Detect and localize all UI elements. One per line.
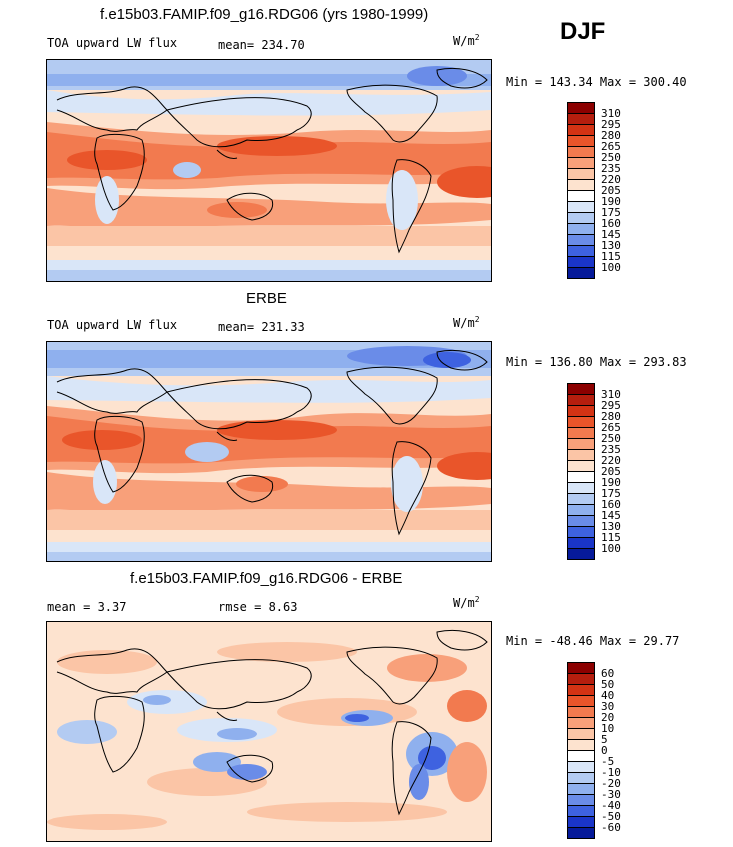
colorbar-tick-label: -40 bbox=[601, 799, 621, 812]
colorbar-tick-label: 175 bbox=[601, 206, 621, 219]
colorbar-tick-label: 235 bbox=[601, 162, 621, 175]
panel-3-minmax: Min = -48.46 Max = 29.77 bbox=[506, 634, 680, 648]
colorbar-tick-label: 265 bbox=[601, 421, 621, 434]
panel-2-minmax: Min = 136.80 Max = 293.83 bbox=[506, 355, 687, 369]
panel-1-map-field bbox=[47, 60, 491, 281]
colorbar-tick-label: 160 bbox=[601, 498, 621, 511]
colorbar-tick-label: 310 bbox=[601, 388, 621, 401]
colorbar-tick-label: -20 bbox=[601, 777, 621, 790]
colorbar-tick-label: 310 bbox=[601, 107, 621, 120]
panel-1-units: W/m2 bbox=[453, 33, 480, 48]
colorbar-tick-label: 60 bbox=[601, 667, 615, 680]
colorbar-tick-label: -50 bbox=[601, 810, 621, 823]
colorbar-tick-label: 115 bbox=[601, 531, 621, 544]
colorbar-swatch bbox=[567, 827, 595, 839]
colorbar-tick-label: 205 bbox=[601, 184, 621, 197]
colorbar-tick-label: 190 bbox=[601, 195, 621, 208]
colorbar-tick-label: 280 bbox=[601, 410, 621, 423]
colorbar-swatch bbox=[567, 267, 595, 279]
panel-2-map-field bbox=[47, 342, 491, 561]
colorbar-tick-label: 10 bbox=[601, 722, 615, 735]
colorbar-tick-label: 190 bbox=[601, 476, 621, 489]
colorbar-tick-label: 100 bbox=[601, 542, 621, 555]
colorbar-tick-label: 280 bbox=[601, 129, 621, 142]
colorbar-tick-label: -5 bbox=[601, 755, 615, 768]
panel-2-map bbox=[46, 341, 492, 562]
colorbar-tick-label: 100 bbox=[601, 261, 621, 274]
panel-3-map-field bbox=[47, 622, 491, 841]
colorbar-tick-label: 175 bbox=[601, 487, 621, 500]
colorbar-tick-label: 265 bbox=[601, 140, 621, 153]
colorbar-tick-label: 250 bbox=[601, 432, 621, 445]
colorbar-tick-label: 295 bbox=[601, 118, 621, 131]
panel-1-title: f.e15b03.FAMIP.f09_g16.RDG06 (yrs 1980-1… bbox=[100, 6, 429, 23]
colorbar-tick-label: 160 bbox=[601, 217, 621, 230]
panel-2-units: W/m2 bbox=[453, 315, 480, 330]
panel-3-rmse: rmse = 8.63 bbox=[218, 600, 298, 614]
panel-1-minmax: Min = 143.34 Max = 300.40 bbox=[506, 75, 687, 89]
colorbar-tick-label: 130 bbox=[601, 239, 621, 252]
colorbar-tick-label: -30 bbox=[601, 788, 621, 801]
panel-2-mean: mean= 231.33 bbox=[218, 320, 305, 334]
panel-2-variable-label: TOA upward LW flux bbox=[47, 318, 178, 332]
colorbar-tick-label: 295 bbox=[601, 399, 621, 412]
colorbar-tick-label: 205 bbox=[601, 465, 621, 478]
colorbar-tick-label: 5 bbox=[601, 733, 608, 746]
panel-3-title: f.e15b03.FAMIP.f09_g16.RDG06 - ERBE bbox=[130, 570, 403, 587]
colorbar-tick-label: 145 bbox=[601, 228, 621, 241]
panel-3-mean: mean = 3.37 bbox=[47, 600, 127, 614]
colorbar-tick-label: 145 bbox=[601, 509, 621, 522]
panel-3-map bbox=[46, 621, 492, 842]
colorbar-tick-label: 115 bbox=[601, 250, 621, 263]
season-label: DJF bbox=[560, 18, 606, 45]
panel-2-title: ERBE bbox=[246, 290, 287, 307]
panel-1-mean: mean= 234.70 bbox=[218, 38, 305, 52]
colorbar-tick-label: 235 bbox=[601, 443, 621, 456]
colorbar-tick-label: 130 bbox=[601, 520, 621, 533]
colorbar-tick-label: 20 bbox=[601, 711, 615, 724]
colorbar-tick-label: -10 bbox=[601, 766, 621, 779]
colorbar-tick-label: 220 bbox=[601, 454, 621, 467]
panel-1-map bbox=[46, 59, 492, 282]
panel-1-variable-label: TOA upward LW flux bbox=[47, 36, 178, 50]
colorbar-tick-label: 40 bbox=[601, 689, 615, 702]
panel-3-units: W/m2 bbox=[453, 595, 480, 610]
colorbar-swatch bbox=[567, 548, 595, 560]
colorbar-tick-label: 250 bbox=[601, 151, 621, 164]
colorbar-tick-label: -60 bbox=[601, 821, 621, 834]
colorbar-tick-label: 0 bbox=[601, 744, 608, 757]
colorbar-tick-label: 30 bbox=[601, 700, 615, 713]
colorbar-tick-label: 50 bbox=[601, 678, 615, 691]
colorbar-tick-label: 220 bbox=[601, 173, 621, 186]
